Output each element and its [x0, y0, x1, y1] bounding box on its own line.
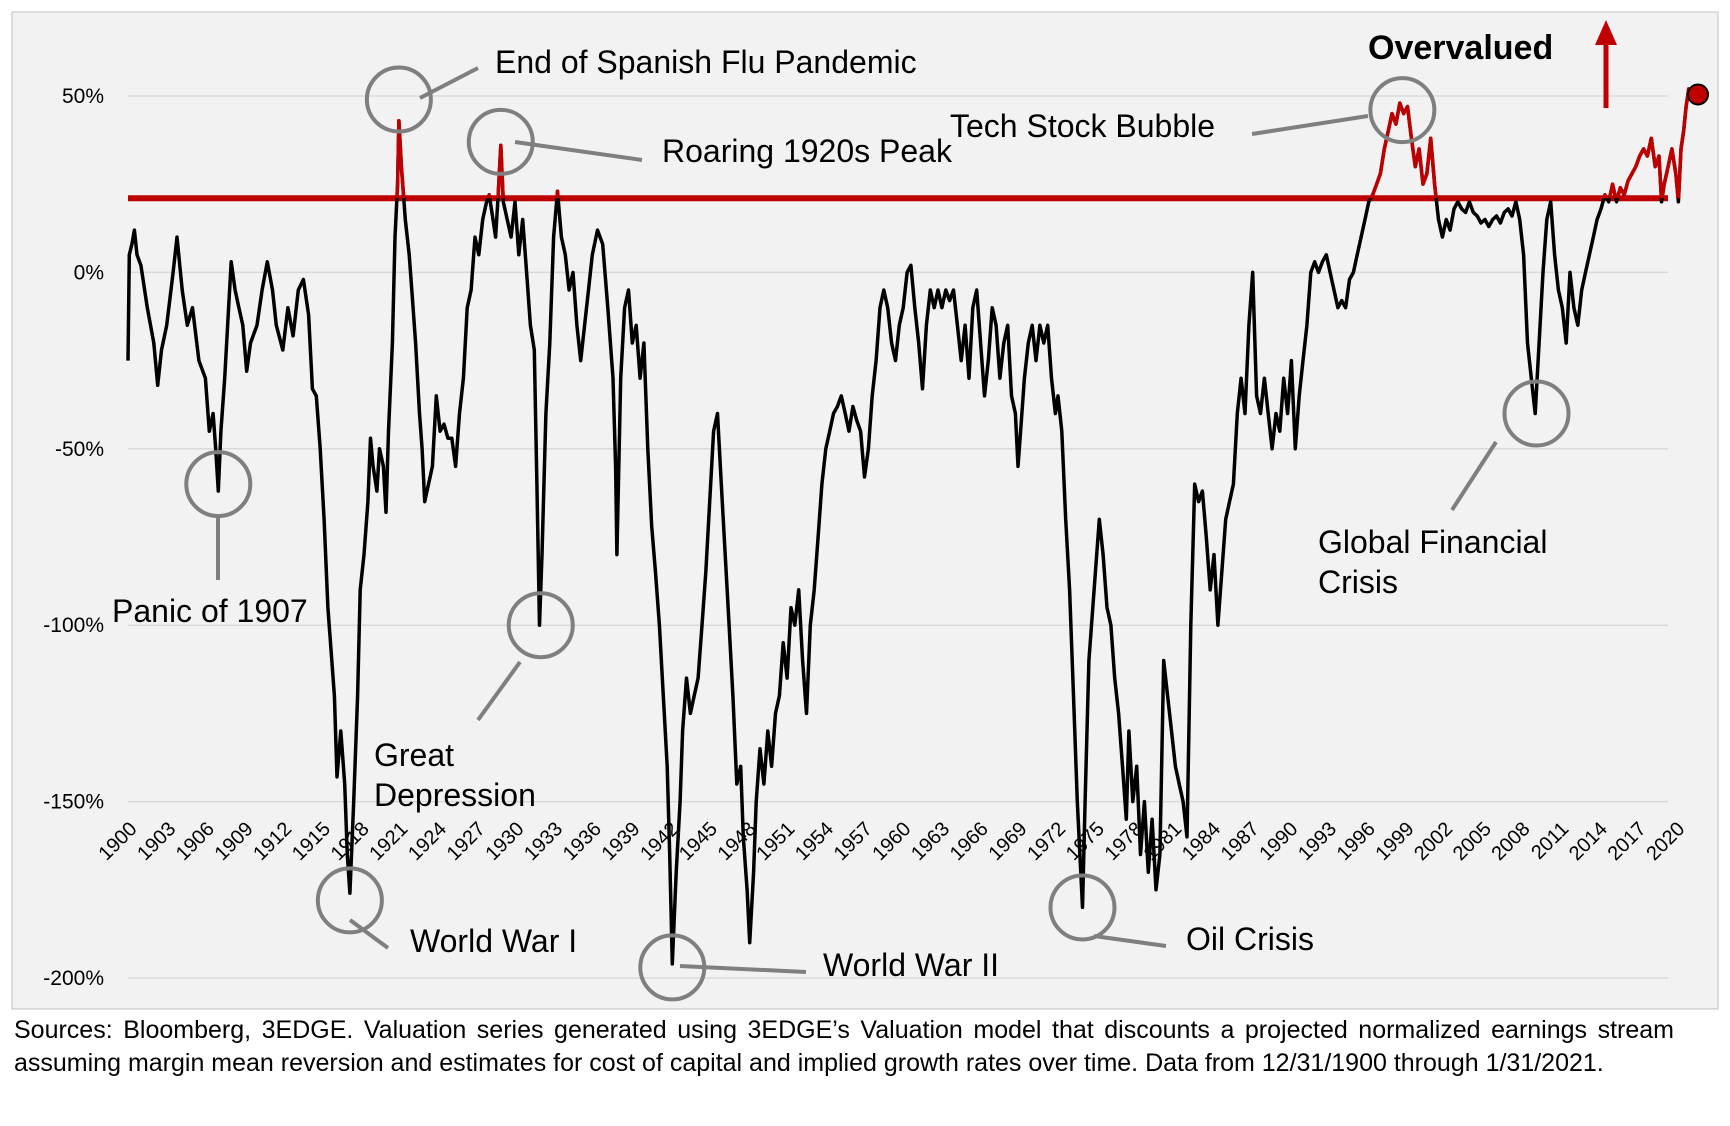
great-depression-leader [476, 660, 522, 722]
roaring-1920s-circle [466, 107, 535, 176]
tech-bubble-circle [1368, 76, 1437, 145]
global-financial-crisis-leader [1450, 440, 1498, 512]
spanish-flu-leader [419, 66, 479, 100]
y-tick-label: -100% [43, 614, 104, 637]
great-depression-label: Depression [374, 777, 536, 813]
world-war-i-label: World War I [410, 923, 577, 959]
y-tick-label: 50% [62, 85, 104, 108]
y-tick-label: 0% [74, 261, 104, 284]
panic-1907-label: Panic of 1907 [112, 593, 308, 629]
great-depression-label: Great [374, 737, 454, 773]
y-tick-label: -200% [43, 967, 104, 990]
global-financial-crisis-circle [1502, 379, 1571, 448]
oil-crisis-leader [1093, 934, 1167, 948]
spanish-flu-label: End of Spanish Flu Pandemic [495, 44, 917, 80]
panic-1907-circle [184, 450, 253, 519]
oil-crisis-circle [1048, 873, 1117, 942]
world-war-i-leader [348, 918, 390, 950]
overvalued-label: Overvalued [1368, 29, 1553, 67]
world-war-ii-label: World War II [823, 947, 999, 983]
endpoint-marker [1687, 83, 1709, 106]
source-note: Sources: Bloomberg, 3EDGE. Valuation ser… [14, 1016, 1674, 1077]
roaring-1920s-label: Roaring 1920s Peak [662, 133, 953, 169]
world-war-ii-leader [679, 964, 807, 974]
y-tick-label: -150% [43, 791, 104, 814]
overvalued-arrow-icon [1595, 20, 1617, 108]
annotations: Panic of 1907 World War I End of Spanish F… [112, 44, 1571, 1002]
global-financial-crisis-label: Global Financial [1318, 524, 1547, 560]
y-tick-label: -50% [55, 438, 104, 461]
great-depression-circle [506, 591, 575, 660]
overvalued-segments [395, 87, 1692, 199]
tech-bubble-label: Tech Stock Bubble [950, 108, 1215, 144]
roaring-1920s-leader [514, 140, 643, 162]
valuation-chart: 50% 0% -50% -100% -150% -200% 1900 1903 1906 190… [11, 11, 1719, 1010]
global-financial-crisis-label: Crisis [1318, 564, 1398, 600]
chart-svg: 50%0%-50%-100%-150%-200% 190019031906190… [11, 11, 1719, 1010]
spanish-flu-circle [364, 65, 433, 134]
oil-crisis-label: Oil Crisis [1186, 921, 1314, 957]
world-war-i-circle [315, 866, 384, 935]
grid-lines [128, 95, 1668, 979]
y-axis: 50% 0% -50% -100% -150% -200% [43, 85, 104, 990]
tech-bubble-leader [1251, 114, 1369, 136]
series-line [126, 83, 1709, 966]
